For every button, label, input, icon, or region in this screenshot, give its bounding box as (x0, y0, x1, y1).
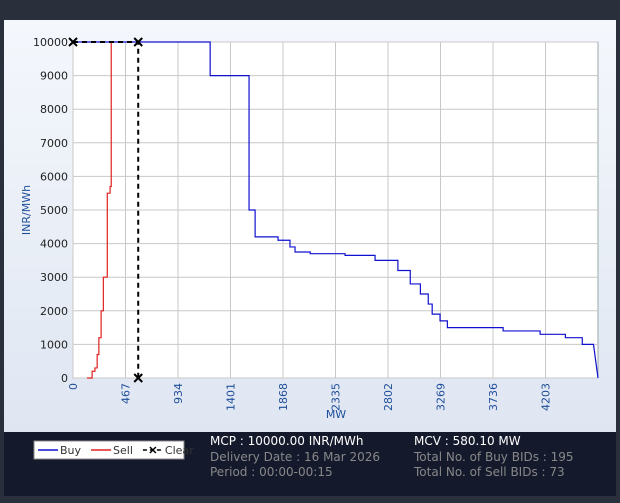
y-tick-label: 2000 (40, 305, 68, 318)
x-tick-label: 934 (172, 383, 185, 404)
y-tick-label: 8000 (40, 103, 68, 116)
y-axis-label: INR/MWh (20, 185, 33, 235)
x-tick-label: 1868 (277, 383, 290, 411)
y-tick-label: 4000 (40, 238, 68, 251)
legend-marker (149, 446, 157, 454)
y-tick-label: 3000 (40, 271, 68, 284)
x-tick-label: 3736 (487, 383, 500, 411)
marker (133, 373, 143, 383)
y-tick-label: 6000 (40, 170, 68, 183)
x-tick-label: 4203 (540, 383, 553, 411)
legend-label: Sell (113, 444, 133, 457)
x-tick-label: 0 (67, 383, 80, 390)
x-tick-label: 467 (120, 383, 133, 404)
legend-label: Buy (60, 444, 82, 457)
x-tick-label: 1401 (225, 383, 238, 411)
y-tick-label: 0 (61, 372, 68, 385)
x-tick-label: 2335 (330, 383, 343, 411)
y-tick-label: 9000 (40, 70, 68, 83)
y-tick-label: 1000 (40, 338, 68, 351)
legend-label: Clear (165, 444, 194, 457)
x-tick-label: 2802 (382, 383, 395, 411)
buy-bids: Total No. of Buy BIDs : 195 (414, 450, 574, 464)
mcp: MCP : 10000.00 INR/MWh (210, 434, 364, 448)
y-tick-label: 7000 (40, 137, 68, 150)
x-axis-label: MW (326, 408, 346, 421)
series-line (87, 42, 112, 379)
y-tick-label: 5000 (40, 204, 68, 217)
series-line (73, 41, 599, 379)
y-tick-label: 10000 (33, 36, 68, 49)
period: Period : 00:00-00:15 (210, 465, 333, 479)
marker (133, 37, 143, 47)
sell-bids: Total No. of Sell BIDs : 73 (414, 465, 565, 479)
mcv: MCV : 580.10 MW (414, 434, 521, 448)
x-tick-label: 3269 (435, 383, 448, 411)
delivery-date: Delivery Date : 16 Mar 2026 (210, 450, 381, 464)
marker (68, 37, 78, 47)
